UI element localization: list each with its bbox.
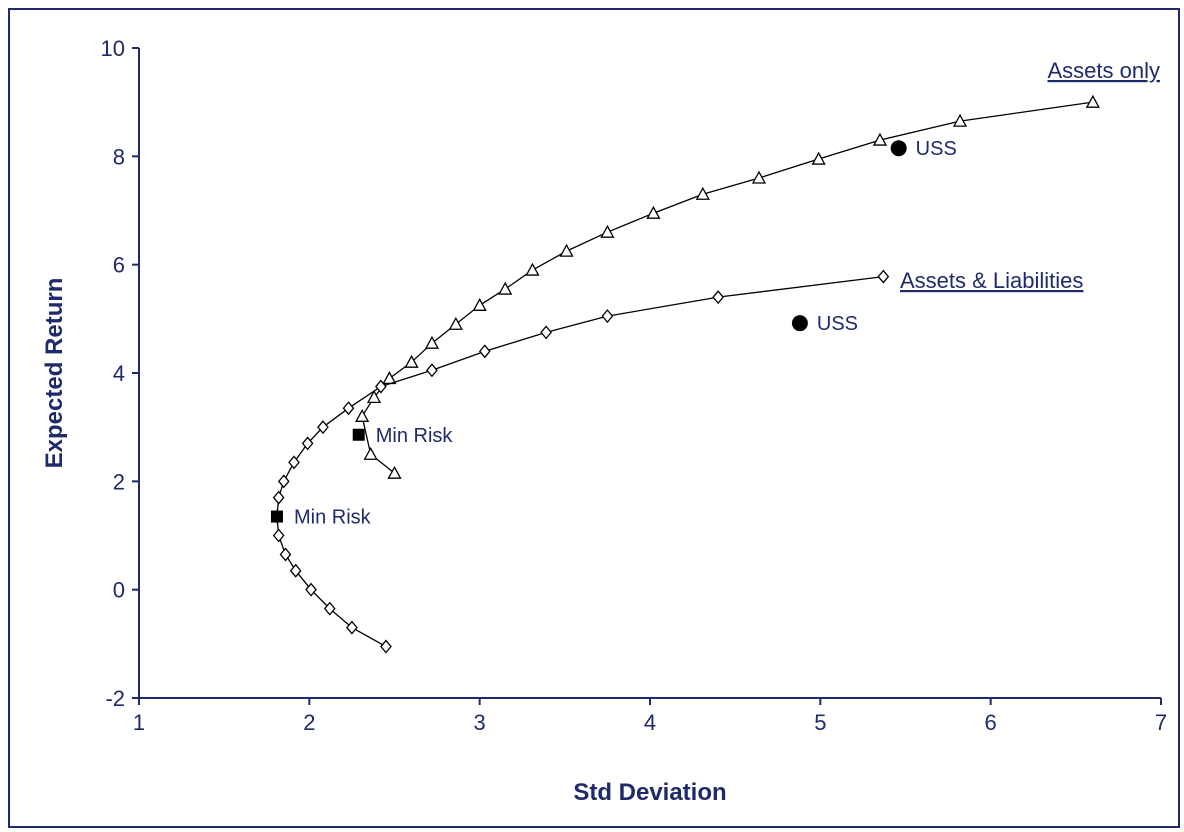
x-tick-label: 6 xyxy=(985,710,997,735)
triangle-marker xyxy=(366,390,382,404)
triangle-marker xyxy=(387,465,402,479)
triangle-marker xyxy=(404,354,419,368)
y-tick-label: 6 xyxy=(113,253,125,278)
triangle-marker xyxy=(424,335,440,349)
diamond-marker xyxy=(277,474,290,489)
series-line-1 xyxy=(276,275,884,648)
uss-point-marker xyxy=(890,140,907,157)
diamond-marker xyxy=(712,290,724,305)
y-axis-title: Expected Return xyxy=(41,278,68,469)
axes: 1 2 3 4 5 6 7 -2 0 2 4 6 8 10 xyxy=(101,36,1168,735)
diamond-marker xyxy=(323,601,336,616)
series-layer xyxy=(271,94,1100,654)
triangle-marker xyxy=(872,132,888,146)
x-tick-label: 4 xyxy=(644,710,656,735)
triangle-marker xyxy=(751,170,767,184)
triangle-marker xyxy=(382,371,397,385)
diamond-marker xyxy=(877,269,890,284)
y-tick-label: 10 xyxy=(101,36,125,61)
series-label-assets-only[interactable]: Assets only xyxy=(1048,58,1161,83)
diamond-marker xyxy=(346,620,358,635)
diamond-marker xyxy=(540,325,552,340)
triangle-marker xyxy=(355,408,370,422)
diamond-marker xyxy=(380,639,392,654)
diamond-marker xyxy=(601,309,614,324)
point-annotation: USS xyxy=(916,138,957,160)
x-axis-title: Std Deviation xyxy=(573,779,726,806)
point-annotation: Min Risk xyxy=(294,507,372,529)
series-label-assets-liabilities[interactable]: Assets & Liabilities xyxy=(900,268,1083,293)
min-risk-point-marker xyxy=(270,510,283,523)
triangle-marker xyxy=(600,224,615,238)
min-risk-point-marker xyxy=(352,428,365,441)
triangle-marker xyxy=(811,151,826,165)
diamond-marker xyxy=(317,420,329,435)
y-tick-label: 8 xyxy=(113,144,125,169)
triangle-marker xyxy=(559,243,574,257)
diamond-marker xyxy=(342,401,355,416)
point-annotation: Min Risk xyxy=(376,425,454,447)
triangle-marker xyxy=(448,316,463,330)
triangle-marker xyxy=(695,186,710,200)
triangle-marker xyxy=(646,205,661,219)
x-tick-label: 7 xyxy=(1155,710,1167,735)
diamond-marker xyxy=(272,490,285,505)
triangle-marker xyxy=(363,446,378,460)
diamond-marker xyxy=(426,363,438,378)
diamond-marker xyxy=(375,379,387,394)
triangle-marker xyxy=(1085,94,1100,108)
x-tick-label: 3 xyxy=(474,710,486,735)
diamond-marker xyxy=(272,528,285,543)
x-tick-label: 1 xyxy=(133,710,145,735)
diamond-marker xyxy=(305,582,317,597)
y-tick-label: -2 xyxy=(105,686,125,711)
point-annotation: USS xyxy=(817,313,858,335)
uss-point-marker xyxy=(791,315,808,332)
diamond-marker xyxy=(301,436,314,451)
triangle-marker xyxy=(525,262,540,276)
triangle-marker xyxy=(498,281,513,295)
y-tick-label: 0 xyxy=(113,578,125,603)
diamond-marker xyxy=(289,563,302,578)
series-line-0 xyxy=(361,101,1093,474)
x-tick-label: 2 xyxy=(303,710,315,735)
chart-frame xyxy=(8,8,1180,828)
x-tick-label: 5 xyxy=(814,710,826,735)
diamond-marker xyxy=(478,344,491,359)
y-tick-label: 4 xyxy=(113,361,125,386)
y-tick-label: 2 xyxy=(113,469,125,494)
points-layer: USS USS Min Risk Min Risk xyxy=(270,138,957,529)
triangle-marker xyxy=(952,113,968,127)
triangle-marker xyxy=(472,297,487,311)
diamond-marker xyxy=(279,547,292,562)
diamond-marker xyxy=(288,455,300,470)
